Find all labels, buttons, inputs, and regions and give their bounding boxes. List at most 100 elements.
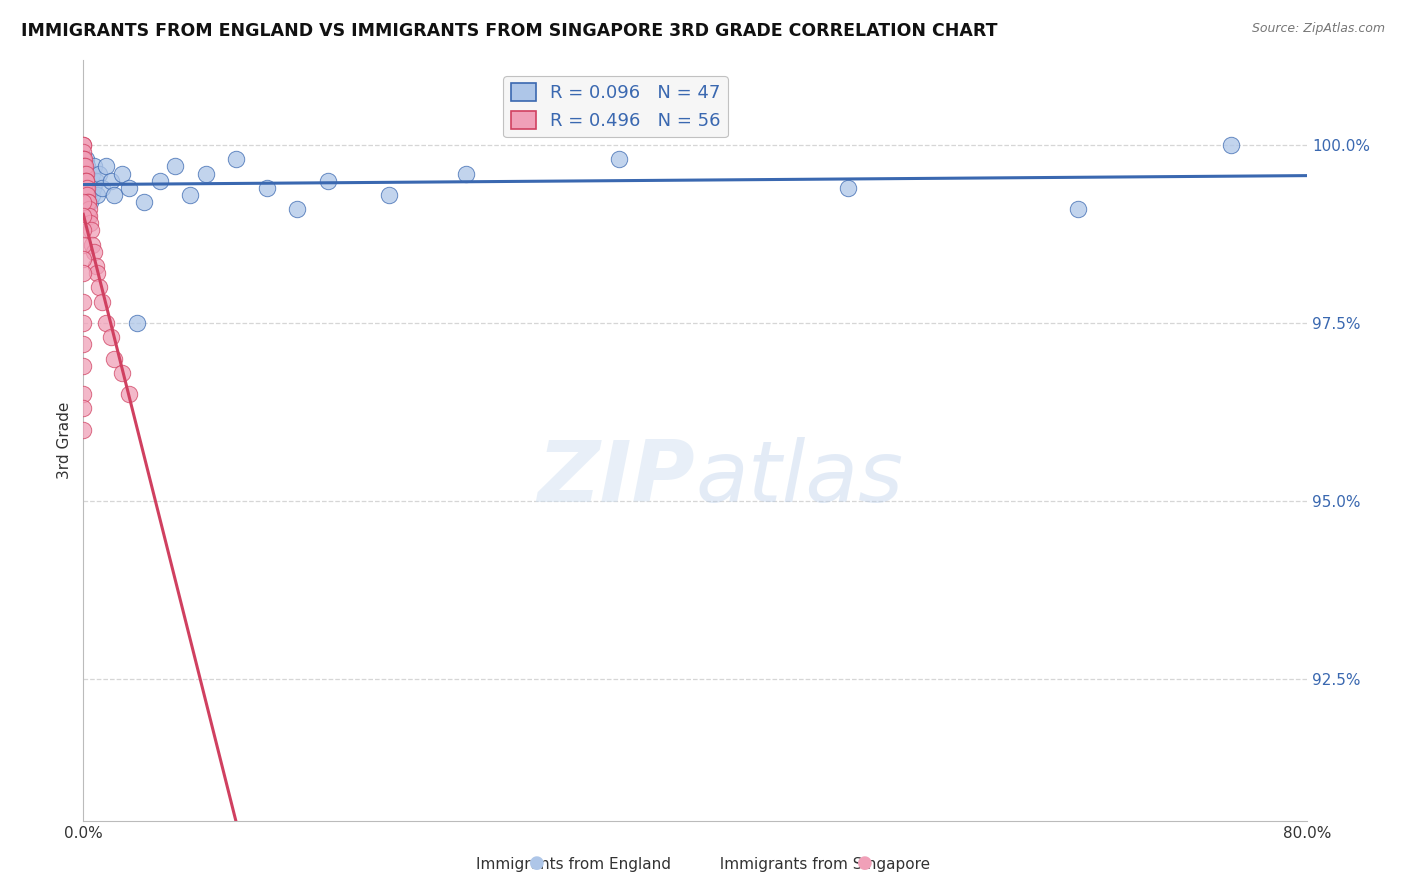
Point [110, 167, 132, 181]
Text: atlas: atlas [695, 437, 903, 520]
Point [86, 266, 108, 280]
Point [316, 174, 339, 188]
Point [72, 423, 94, 437]
Point [75, 153, 97, 167]
Point [72, 138, 94, 153]
Point [72, 167, 94, 181]
Point [72, 387, 94, 401]
Point [110, 366, 132, 380]
Point [73, 167, 96, 181]
Point [79, 209, 101, 223]
Point [72, 266, 94, 280]
Point [82, 180, 104, 194]
Point [72, 160, 94, 174]
Point [72, 359, 94, 373]
Text: ●: ● [529, 855, 546, 872]
Point [378, 187, 401, 202]
Point [76, 174, 98, 188]
Point [72, 237, 94, 252]
Legend: R = 0.096   N = 47, R = 0.496   N = 56: R = 0.096 N = 47, R = 0.496 N = 56 [503, 76, 728, 137]
Point [72, 194, 94, 209]
Point [72, 180, 94, 194]
Point [72, 223, 94, 237]
Point [96, 316, 118, 330]
Point [72, 167, 94, 181]
Point [75, 167, 97, 181]
Point [256, 180, 278, 194]
Point [73, 167, 96, 181]
Point [125, 316, 148, 330]
Point [83, 160, 105, 174]
Point [100, 330, 122, 344]
Point [83, 244, 105, 259]
Point [80, 223, 103, 237]
Point [837, 180, 859, 194]
Point [73, 160, 96, 174]
Point [103, 187, 125, 202]
Point [82, 167, 104, 181]
Point [72, 138, 94, 153]
Point [165, 160, 187, 174]
Point [80, 187, 103, 202]
Point [77, 202, 100, 216]
Point [1219, 138, 1241, 153]
Point [80, 174, 103, 188]
Point [100, 174, 122, 188]
Y-axis label: 3rd Grade: 3rd Grade [58, 401, 72, 479]
Text: ZIP: ZIP [537, 437, 695, 520]
Point [72, 174, 94, 188]
Point [87, 167, 110, 181]
Point [75, 174, 97, 188]
Point [76, 194, 98, 209]
Point [76, 180, 98, 194]
Point [72, 167, 94, 181]
Point [75, 167, 97, 181]
Point [118, 387, 141, 401]
Point [90, 294, 112, 309]
Point [77, 167, 100, 181]
Point [86, 187, 108, 202]
Point [79, 194, 101, 209]
Point [75, 187, 97, 202]
Point [72, 209, 94, 223]
Point [118, 180, 141, 194]
Point [77, 187, 100, 202]
Point [72, 401, 94, 416]
Point [73, 160, 96, 174]
Point [287, 202, 309, 216]
Point [179, 187, 201, 202]
Point [76, 160, 98, 174]
Point [225, 153, 247, 167]
Point [77, 209, 100, 223]
Point [607, 153, 630, 167]
Point [73, 174, 96, 188]
Point [75, 174, 97, 188]
Point [72, 294, 94, 309]
Point [103, 351, 125, 366]
Point [72, 180, 94, 194]
Point [149, 174, 172, 188]
Text: ●: ● [856, 855, 873, 872]
Point [73, 160, 96, 174]
Point [90, 180, 112, 194]
Point [75, 187, 97, 202]
Point [82, 237, 104, 252]
Point [77, 194, 100, 209]
Point [73, 174, 96, 188]
Text: IMMIGRANTS FROM ENGLAND VS IMMIGRANTS FROM SINGAPORE 3RD GRADE CORRELATION CHART: IMMIGRANTS FROM ENGLAND VS IMMIGRANTS FR… [21, 22, 998, 40]
Point [84, 174, 107, 188]
Point [72, 145, 94, 160]
Point [76, 180, 98, 194]
Point [73, 167, 96, 181]
Point [79, 180, 101, 194]
Point [72, 153, 94, 167]
Point [79, 216, 101, 230]
Point [72, 252, 94, 266]
Point [75, 180, 97, 194]
Point [75, 174, 97, 188]
Point [454, 167, 477, 181]
Point [1066, 202, 1088, 216]
Point [76, 187, 98, 202]
Point [72, 187, 94, 202]
Point [96, 160, 118, 174]
